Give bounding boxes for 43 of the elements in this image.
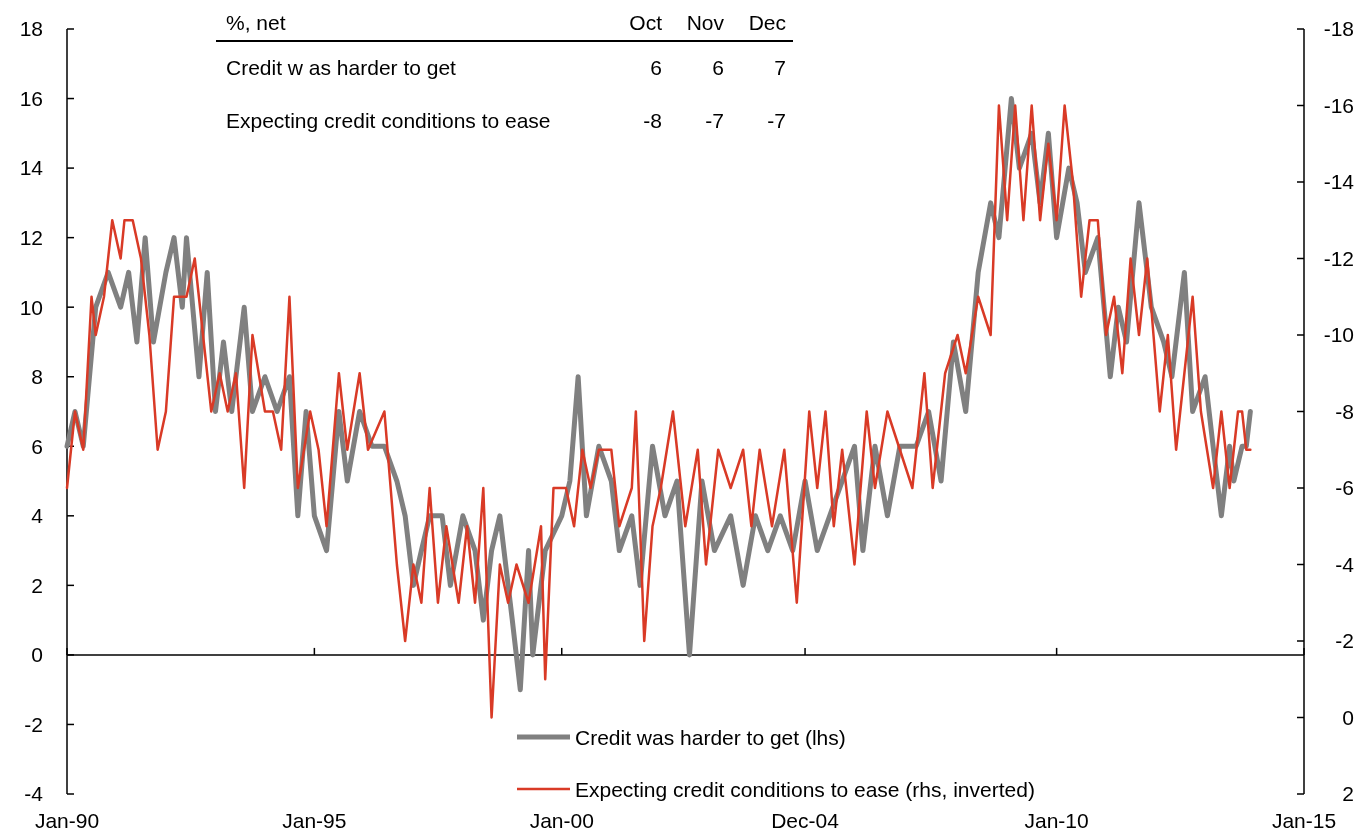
y-tick-label: 10: [19, 295, 43, 319]
annotation: -7: [767, 109, 786, 132]
y-tick-label: 2: [31, 573, 43, 597]
y2-tick-label: -18: [1323, 17, 1354, 41]
y-tick-label: 4: [31, 504, 44, 528]
x-tick-label: Jan-95: [282, 809, 347, 832]
y2-tick-label: -12: [1323, 246, 1354, 270]
annotation: Expecting credit conditions to ease: [226, 109, 551, 132]
annotation: Dec: [748, 11, 786, 34]
y-tick-label: 6: [31, 434, 43, 458]
annotation: %, net: [226, 11, 286, 34]
y-tick-label: 0: [31, 643, 43, 667]
y2-tick-label: -8: [1335, 399, 1354, 423]
y2-tick-label: -2: [1335, 629, 1354, 653]
x-tick-label: Jan-10: [1024, 809, 1089, 832]
y-tick-label: -2: [24, 712, 43, 736]
x-tick-label: Dec-04: [771, 809, 840, 832]
y2-tick-label: -4: [1335, 552, 1355, 576]
annotation: 7: [774, 56, 786, 79]
legend-label: Expecting credit conditions to ease (rhs, inverted): [575, 778, 1035, 802]
x-tick-label: Jan-90: [34, 809, 100, 832]
x-tick-label: Jan-00: [529, 809, 594, 832]
y-tick-label: -4: [24, 782, 44, 806]
x-tick-label: Jan-15: [1271, 809, 1337, 832]
y-tick-label: 8: [31, 365, 43, 389]
annotation: 6: [712, 56, 724, 79]
y2-tick-label: -10: [1323, 323, 1354, 347]
annotation: Oct: [629, 11, 663, 34]
legend-label: Credit was harder to get (lhs): [575, 726, 846, 750]
annotation: Credit w as harder to get: [226, 56, 457, 79]
y-tick-label: 16: [19, 86, 43, 110]
y2-tick-label: -6: [1335, 476, 1354, 500]
y2-tick-label: 2: [1342, 782, 1354, 806]
y-tick-label: 14: [19, 156, 44, 180]
y-tick-label: 12: [19, 225, 43, 249]
annotation: Nov: [686, 11, 725, 34]
annotation: -7: [705, 109, 724, 132]
annotation: 6: [650, 56, 662, 79]
y2-tick-label: 0: [1342, 705, 1354, 729]
y2-tick-label: -14: [1323, 170, 1355, 194]
y2-tick-label: -16: [1323, 93, 1354, 117]
y-tick-label: 18: [19, 17, 43, 41]
annotation: -8: [643, 109, 662, 132]
